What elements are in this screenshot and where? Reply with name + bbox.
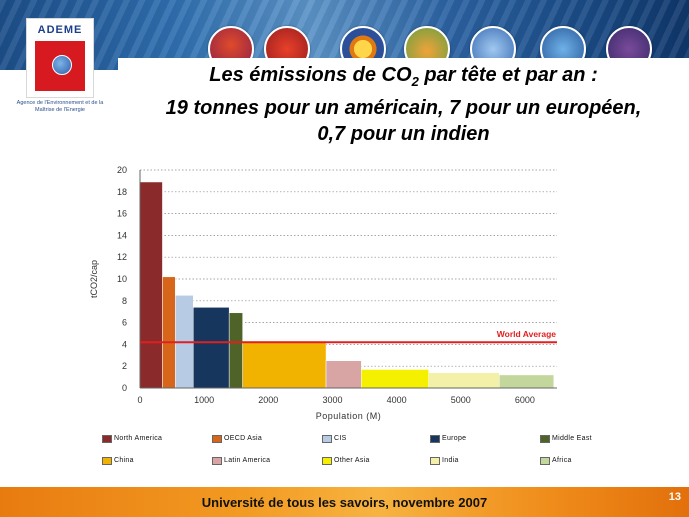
legend-label: India: [442, 457, 459, 464]
y-tick-label: 8: [122, 296, 127, 306]
bar-other-asia: [361, 369, 429, 389]
legend-label: Latin America: [224, 457, 271, 464]
bar-china: [242, 340, 327, 389]
legend-label: Africa: [552, 457, 572, 464]
bar-middle-east: [228, 312, 243, 389]
y-tick-label: 20: [117, 165, 127, 175]
bar-africa: [499, 374, 555, 389]
title-line3: 0,7 pour un indien: [317, 123, 490, 145]
legend-label: Middle East: [552, 435, 592, 442]
legend-swatch: [102, 435, 112, 443]
x-tick-label: 3000: [322, 395, 342, 405]
globe-icon: [52, 55, 72, 75]
x-tick-label: 2000: [258, 395, 278, 405]
legend-label: Other Asia: [334, 457, 370, 464]
slide-title: Les émissions de CO2 par tête et par an …: [118, 62, 689, 147]
y-tick-label: 16: [117, 209, 127, 219]
legend-label: OECD Asia: [224, 435, 263, 442]
bar-oecd-asia: [162, 276, 176, 389]
x-tick-label: 4000: [387, 395, 407, 405]
title-line2: 19 tonnes pour un américain, 7 pour un e…: [165, 97, 642, 119]
x-tick-label: 1000: [194, 395, 214, 405]
legend-swatch: [212, 435, 222, 443]
y-tick-label: 18: [117, 187, 127, 197]
title-line1-post: par tête et par an :: [418, 64, 598, 86]
bar-latin-america: [325, 360, 362, 389]
legend-swatch: [540, 435, 550, 443]
legend-swatch: [102, 457, 112, 465]
title-line1-sub: 2: [411, 74, 419, 89]
legend-swatch: [430, 457, 440, 465]
agency-name: Agence de l'Environnement et de la Maîtr…: [16, 100, 104, 113]
title-line1-pre: Les émissions de CO: [209, 64, 412, 86]
x-tick-label: 5000: [451, 395, 471, 405]
legend-label: North America: [114, 435, 163, 442]
legend-swatch: [322, 435, 332, 443]
y-tick-label: 10: [117, 274, 127, 284]
title-box: [118, 58, 689, 150]
x-tick-label: 6000: [515, 395, 535, 405]
legend-label: China: [114, 457, 134, 464]
x-axis-label: Population (M): [316, 411, 382, 421]
bar-europe: [192, 307, 230, 389]
legend-swatch: [540, 457, 550, 465]
bar-north-america: [139, 181, 163, 389]
bar-india: [428, 372, 500, 389]
legend-swatch: [212, 457, 222, 465]
legend-swatch: [322, 457, 332, 465]
world-average-label: World Average: [497, 329, 556, 339]
emissions-chart: 0 2 4 6 8 10 12 14 16 18 20 0 1000 2000 3000 4000 5000 60…: [89, 165, 557, 421]
legend-label: CIS: [334, 435, 347, 442]
y-tick-label: 6: [122, 318, 127, 328]
y-tick-label: 0: [122, 383, 127, 393]
legend-swatch: [430, 435, 440, 443]
y-axis-label: tCO2/cap: [89, 260, 99, 298]
page-number: 13: [668, 491, 681, 503]
footer-text: Université de tous les savoirs, novembre…: [201, 495, 488, 510]
legend-label: Europe: [442, 435, 467, 442]
y-tick-label: 2: [122, 361, 127, 371]
x-tick-label: 0: [137, 395, 142, 405]
ademe-logo: ADEME: [26, 18, 94, 98]
y-tick-label: 12: [117, 252, 127, 262]
y-tick-label: 4: [122, 339, 127, 349]
logo-red-square: [35, 41, 85, 91]
footer-bar: [0, 487, 689, 517]
y-tick-label: 14: [117, 230, 127, 240]
logo-text: ADEME: [37, 24, 83, 36]
